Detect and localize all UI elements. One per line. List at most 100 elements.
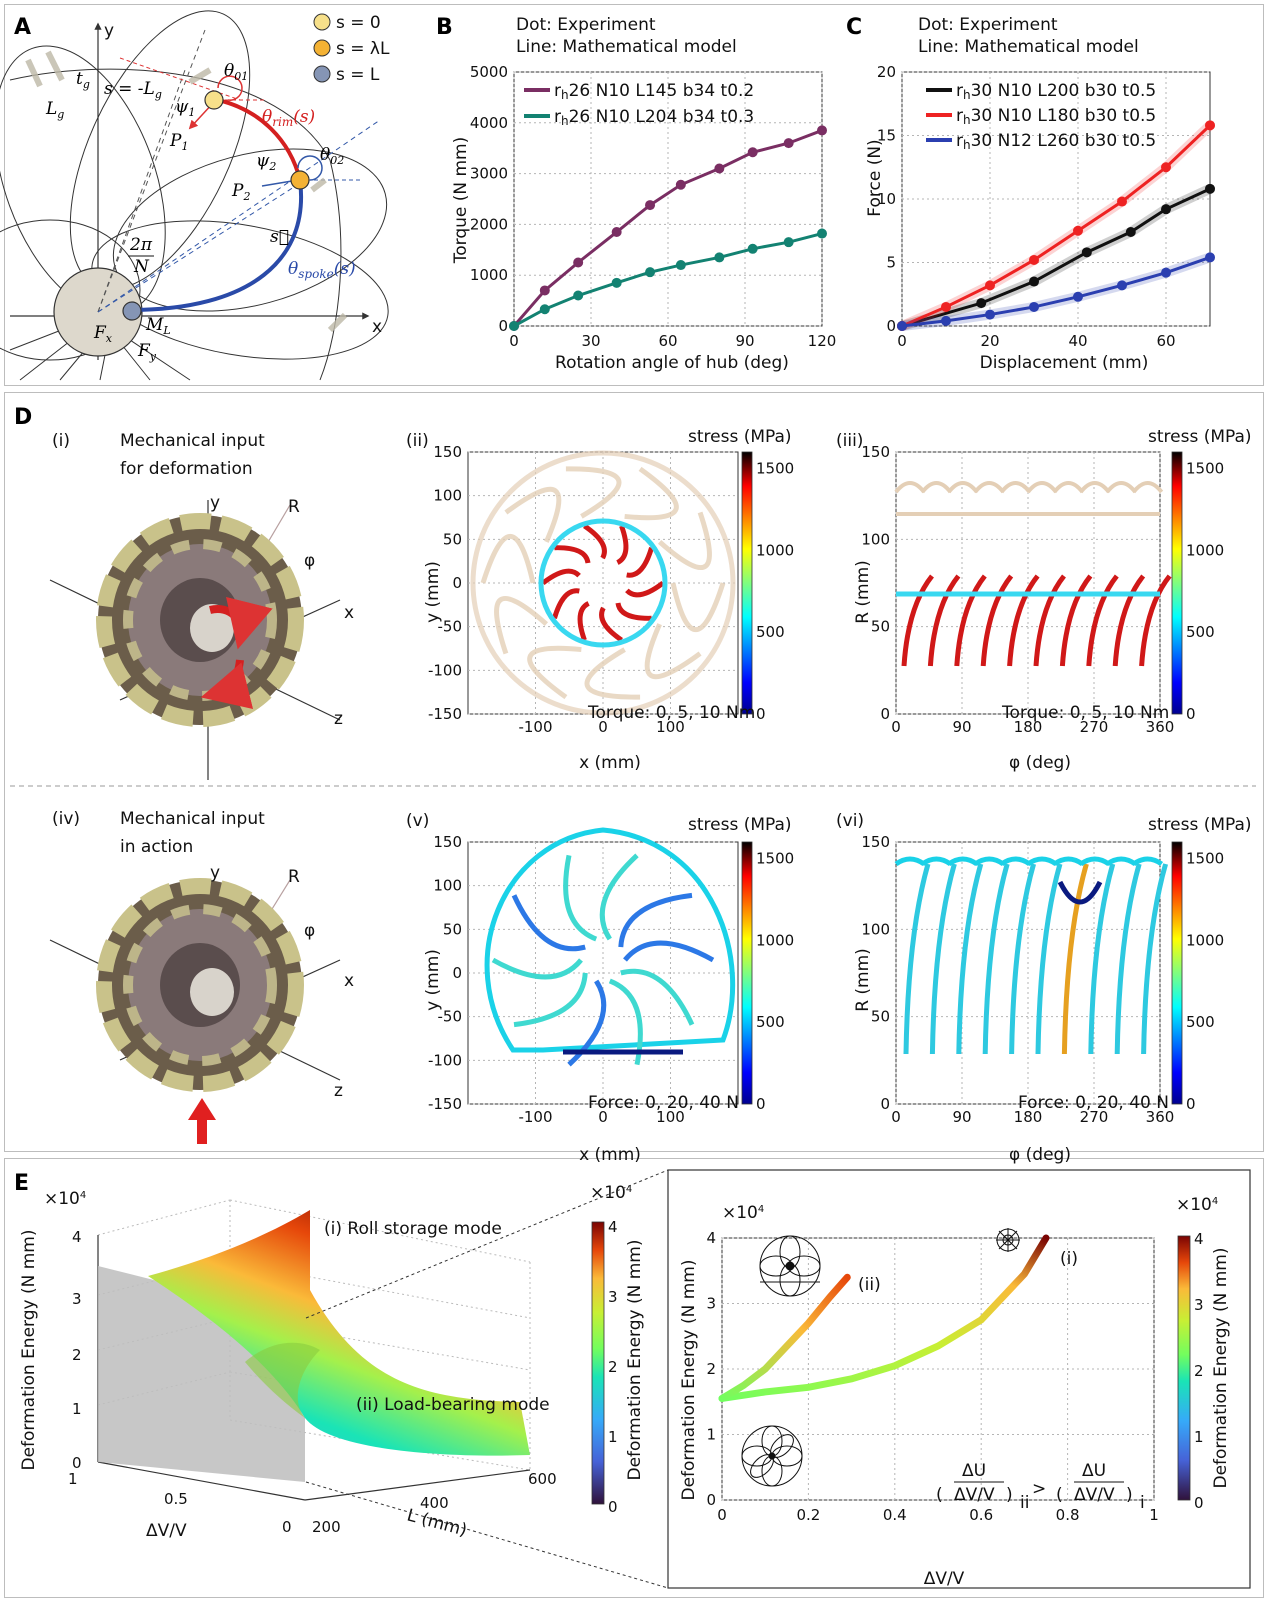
svg-text:rh30 N10 L200 b30 t0.5: rh30 N10 L200 b30 t0.5 [956, 81, 1156, 102]
panel-c-legend: rh30 N10 L200 b30 t0.5 rh30 N10 L180 b30… [926, 81, 1156, 152]
spoke-line [1114, 863, 1142, 1055]
y-tick-label: 100 [861, 530, 890, 548]
data-point [985, 280, 995, 291]
colorbar-tick: 1000 [756, 541, 794, 559]
subpanel-vi-label: (vi) [836, 811, 864, 831]
spoke-line [1009, 863, 1037, 1055]
svg-text:ΔV/V: ΔV/V [1074, 1485, 1115, 1505]
y-tick-label: 150 [861, 833, 890, 851]
rim-wave [973, 856, 1005, 867]
torque-chart: 0 30 60 90 120 0 1000 2000 3000 4000 5000 [470, 63, 837, 350]
curve-i-label: (i) [1060, 1249, 1078, 1269]
svg-text:): ) [1006, 1485, 1013, 1505]
panel-a-x-axis-label: x [372, 317, 382, 337]
axis3d-z-bottom: z [334, 1081, 343, 1101]
rim-faint-wave [894, 481, 926, 494]
colorbar-tick: 0 [756, 705, 766, 723]
spoke-high-stress [599, 606, 623, 643]
deformed-spoke [623, 940, 715, 963]
rim-faint-wave [947, 481, 979, 494]
y-tick-label: 100 [433, 877, 462, 895]
energy-colorbar [591, 1221, 605, 1505]
energy-colorbar-ticks: 4 3 2 1 0 [608, 1218, 618, 1516]
force-arrow-head [188, 1098, 216, 1120]
svg-text:1: 1 [608, 1428, 618, 1446]
svg-text:): ) [1126, 1485, 1133, 1505]
svg-text:600: 600 [528, 1470, 557, 1488]
svg-text:1: 1 [68, 1470, 78, 1488]
svg-text:0: 0 [608, 1498, 618, 1516]
subpanel-iv-title-1: Mechanical input [120, 809, 265, 829]
colorbar-tick: 1000 [1186, 931, 1224, 949]
colorbar-rect [741, 841, 753, 1105]
load-bearing-label: (ii) Load-bearing mode [356, 1395, 550, 1415]
svg-text:ML: ML [145, 315, 171, 337]
data-point [675, 260, 686, 271]
svg-text:rh26 N10 L204 b34 t0.3: rh26 N10 L204 b34 t0.3 [554, 107, 754, 128]
y-tick-label: 2000 [470, 215, 508, 233]
colorbar-tick: 1000 [756, 931, 794, 949]
series-dashed-line [901, 256, 1211, 327]
colorbar-rect [1171, 451, 1183, 715]
colorbar-tick: 500 [756, 623, 785, 641]
data-point [1161, 162, 1171, 173]
x-tick-label: 360 [1146, 718, 1175, 736]
x-tick-label: 0 [598, 1108, 608, 1126]
y-tick-label: 0 [886, 317, 896, 335]
data-point [817, 125, 827, 136]
svg-text:2π: 2π [129, 235, 153, 255]
dot-s-lambda-L [290, 170, 310, 190]
data-point [714, 163, 725, 174]
surface-z-ticks: 4 3 2 1 0 [72, 1228, 82, 1472]
svg-text:1: 1 [1194, 1428, 1204, 1446]
rim-faint-wave [973, 481, 1005, 494]
axis3d-phi-bottom: φ [304, 921, 315, 941]
rim-wave [894, 856, 926, 867]
x-tick-label: 90 [952, 718, 971, 736]
y-tick-label: 15 [877, 127, 896, 145]
subpanel-i-title-1: Mechanical input [120, 431, 265, 451]
spoke-line [1088, 863, 1116, 1055]
spoke-line [1035, 863, 1063, 1055]
svg-text:ψ2: ψ2 [256, 151, 276, 173]
svg-text:0: 0 [1194, 1494, 1204, 1512]
inset-colorbar [1177, 1235, 1191, 1501]
rim-wave [1079, 856, 1111, 867]
svg-text:400: 400 [420, 1494, 449, 1512]
y-tick-label: 2 [706, 1360, 716, 1378]
svg-text:2: 2 [1194, 1362, 1204, 1380]
subpanel-vi-ylabel: R (mm) [853, 948, 873, 1012]
x-tick-label: 1 [1149, 1506, 1159, 1524]
subpanel-i-label: (i) [52, 431, 70, 451]
x-tick-label: 0 [509, 332, 519, 350]
spoke-curve-stress [1007, 574, 1040, 667]
data-point [539, 285, 550, 296]
inset-colorbar-label: Deformation Energy (N mm) [1211, 1248, 1231, 1489]
svg-text:tg: tg [76, 69, 90, 91]
wheel-3d-bottom [49, 878, 341, 1144]
spoke-high-stress [554, 545, 591, 564]
y-tick-label: -150 [428, 1095, 462, 1113]
spoke-line [903, 863, 931, 1055]
data-point [1117, 280, 1127, 291]
spoke-line [1141, 863, 1169, 1055]
deformed-spoke [563, 854, 598, 942]
legend-s-lambda-L: s = λL [336, 39, 390, 59]
panel-e-letter: E [14, 1171, 29, 1196]
deformed-spoke [599, 853, 639, 941]
svg-text:θspoke(s): θspoke(s) [288, 259, 356, 281]
spoke-high-stress [615, 602, 652, 621]
colorbar-tick: 500 [1186, 1013, 1215, 1031]
spoke-curve-stress [1112, 574, 1146, 667]
svg-text:Fx: Fx [93, 323, 113, 345]
series-dashed-line [901, 124, 1211, 327]
energy-surface [148, 1210, 530, 1456]
data-point [897, 321, 907, 331]
data-point [941, 301, 951, 312]
subpanel-vi-xlabel: φ (deg) [1009, 1145, 1071, 1165]
colorbar-rect [741, 451, 753, 715]
y-tick-label: 50 [871, 1008, 890, 1026]
panel-d-plots: -100 0 100150100500-50-100-150150010005000… [428, 443, 1224, 1126]
rim-curve [217, 98, 302, 181]
